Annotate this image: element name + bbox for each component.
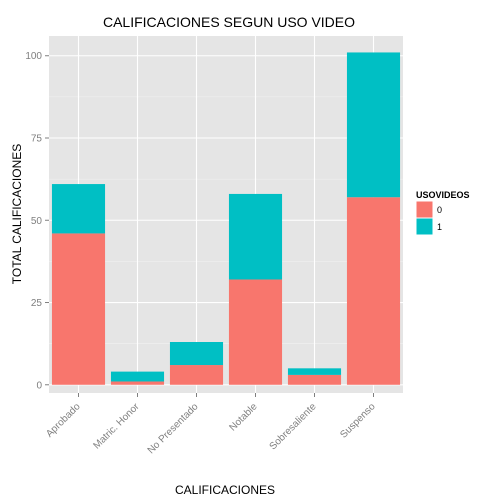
y-tick-label: 0 bbox=[36, 380, 42, 391]
y-axis: 0 25 50 75 100 bbox=[25, 51, 49, 391]
bars bbox=[51, 52, 401, 385]
y-tick-label: 75 bbox=[31, 134, 43, 145]
bar-matric-honor-series-1 bbox=[110, 371, 165, 382]
grid-lines bbox=[49, 36, 403, 393]
legend: USOVIDEOS 01 bbox=[415, 190, 470, 236]
bar-matric-honor-series-0 bbox=[110, 381, 165, 385]
y-tick-label: 25 bbox=[31, 298, 43, 309]
legend-key-0 bbox=[415, 200, 434, 219]
legend-label: 1 bbox=[437, 222, 442, 232]
bar-no-presentado-series-0 bbox=[169, 365, 224, 385]
bar-suspenso-series-1 bbox=[346, 52, 401, 198]
bar-sobresaliente-series-1 bbox=[287, 368, 342, 375]
y-tick-label: 100 bbox=[25, 51, 42, 62]
bar-suspenso-series-0 bbox=[346, 197, 401, 385]
legend-title: USOVIDEOS bbox=[416, 190, 470, 200]
bar-aprobado-series-0 bbox=[51, 233, 106, 385]
bar-notable-series-0 bbox=[228, 279, 283, 385]
y-axis-title: TOTAL CALIFICACIONES bbox=[10, 144, 24, 284]
chart-title: CALIFICACIONES SEGUN USO VIDEO bbox=[103, 14, 355, 30]
bar-aprobado-series-1 bbox=[51, 184, 106, 234]
y-tick-label: 50 bbox=[31, 216, 43, 227]
bar-notable-series-1 bbox=[228, 193, 283, 280]
bar-sobresaliente-series-0 bbox=[287, 374, 342, 385]
bar-no-presentado-series-1 bbox=[169, 342, 224, 366]
legend-items: 01 bbox=[415, 200, 442, 236]
legend-key-1 bbox=[415, 217, 434, 236]
legend-label: 0 bbox=[437, 205, 442, 215]
x-axis-title: CALIFICACIONES bbox=[175, 483, 275, 497]
plot-panel bbox=[49, 36, 403, 393]
